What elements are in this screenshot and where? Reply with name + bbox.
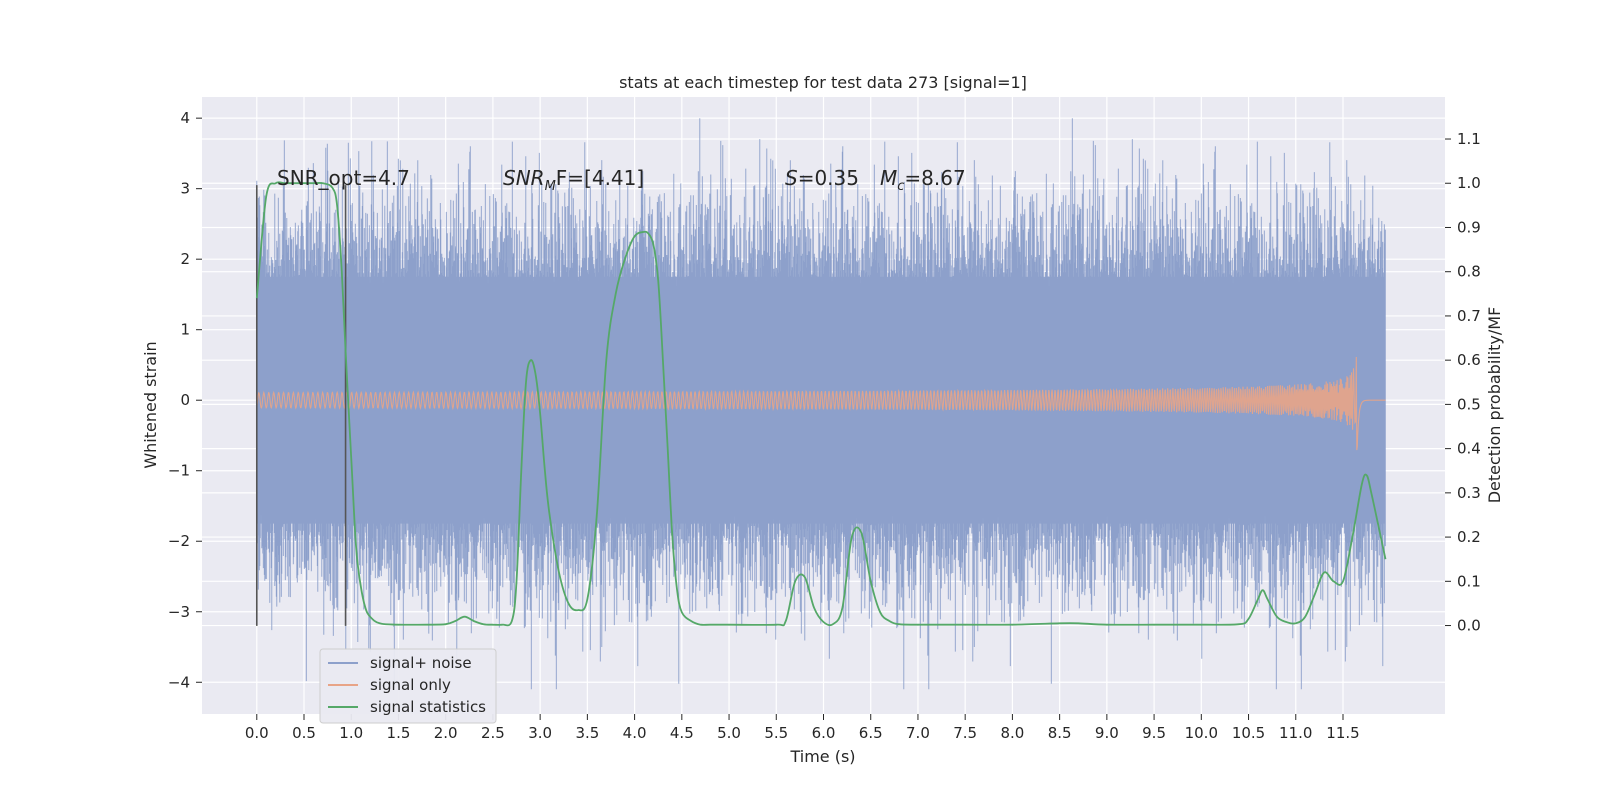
annotation-mc: Mc=8.67 [880,166,966,194]
x-tick-label: 5.0 [717,724,741,742]
signal-only-trace [256,356,1386,451]
y-left-tick-label: 3 [180,180,190,198]
series-signal-statistics [255,181,1387,627]
annotation-snr-mf-sub: M [545,179,556,194]
y-right-tick-label: 0.5 [1457,395,1481,413]
annotation-mc-symbol: M [880,166,897,190]
y-left-tick-label: −4 [168,673,190,691]
x-tick-label: 6.0 [812,724,836,742]
legend-label-signal-noise: signal+ noise [370,654,472,672]
x-tick-label: 3.0 [528,724,552,742]
x-tick-label: 10.0 [1185,724,1218,742]
y-left-tick-label: 0 [180,391,190,409]
statistics-line [255,181,1387,627]
x-tick-label: 6.5 [859,724,883,742]
x-axis-ticks: 0.0 0.5 1.0 1.5 2.0 2.5 3.0 3.5 4.0 4.5 5.0 5.5 6.0 6… [245,714,1360,742]
y-left-tick-label: −3 [168,603,190,621]
y-left-tick-label: 1 [180,321,190,339]
y-right-tick-label: 0.7 [1457,307,1481,325]
x-tick-label: 4.5 [670,724,694,742]
x-tick-label: 7.0 [906,724,930,742]
series-signal-only [256,356,1386,451]
annotation-mc-value: =8.67 [904,166,965,190]
x-axis-label: Time (s) [789,747,855,766]
y-right-tick-label: 0.9 [1457,218,1481,236]
x-tick-label: 5.5 [764,724,788,742]
annotation-s: S=0.35 [785,166,859,190]
y-left-tick-label: −1 [168,462,190,480]
y-axis-right-label: Detection probability/MF [1485,307,1504,504]
annotation-snr-mf: SNRMF=[4.41] [503,166,644,194]
y-right-tick-label: 1.0 [1457,174,1481,192]
y-right-tick-label: 0.2 [1457,528,1481,546]
annotation-s-value: =0.35 [798,166,859,190]
x-tick-label: 11.5 [1326,724,1359,742]
y-axis-left-ticks: 4 3 2 1 0 −1 −2 −3 −4 [168,109,202,691]
legend: signal+ noise signal only signal statist… [319,648,497,724]
y-right-tick-label: 0.8 [1457,263,1481,281]
annotation-s-symbol: S [785,166,798,190]
x-tick-label: 2.5 [481,724,505,742]
x-tick-label: 7.5 [953,724,977,742]
annotation-snr-mf-value: F=[4.41] [556,166,644,190]
x-tick-label: 10.5 [1232,724,1265,742]
x-tick-label: 11.0 [1279,724,1312,742]
x-tick-label: 0.0 [245,724,269,742]
y-right-tick-label: 0.6 [1457,351,1481,369]
x-tick-label: 4.0 [623,724,647,742]
x-tick-label: 8.0 [1000,724,1024,742]
annotation-snr-mf-base: SNR [503,166,545,190]
y-axis-right-ticks: 1.1 1.0 0.9 0.8 0.7 0.6 0.5 0.4 0.3 0.2 0.1 0.0 [1445,130,1481,635]
y-left-tick-label: 2 [180,250,190,268]
y-right-tick-label: 1.1 [1457,130,1481,148]
x-tick-label: 0.5 [292,724,316,742]
x-tick-label: 9.0 [1095,724,1119,742]
y-left-tick-label: −2 [168,532,190,550]
annotation-mc-sub: c [897,179,904,194]
x-tick-label: 9.5 [1142,724,1166,742]
y-right-tick-label: 0.1 [1457,572,1481,590]
legend-label-signal-statistics: signal statistics [370,698,486,716]
legend-label-signal-only: signal only [370,676,451,694]
x-tick-label: 2.0 [434,724,458,742]
x-tick-label: 1.5 [387,724,411,742]
x-tick-label: 3.5 [575,724,599,742]
y-right-tick-label: 0.0 [1457,617,1481,635]
x-tick-label: 8.5 [1048,724,1072,742]
y-right-tick-label: 0.3 [1457,484,1481,502]
y-right-tick-label: 0.4 [1457,440,1481,458]
y-left-tick-label: 4 [180,109,190,127]
legend-box [319,648,497,724]
annotation-snr-opt: SNR_opt=4.7 [277,166,410,190]
chart-title: stats at each timestep for test data 273… [619,73,1027,92]
y-axis-left-label: Whitened strain [141,341,160,468]
x-tick-label: 1.0 [339,724,363,742]
vertical-markers [255,185,347,626]
